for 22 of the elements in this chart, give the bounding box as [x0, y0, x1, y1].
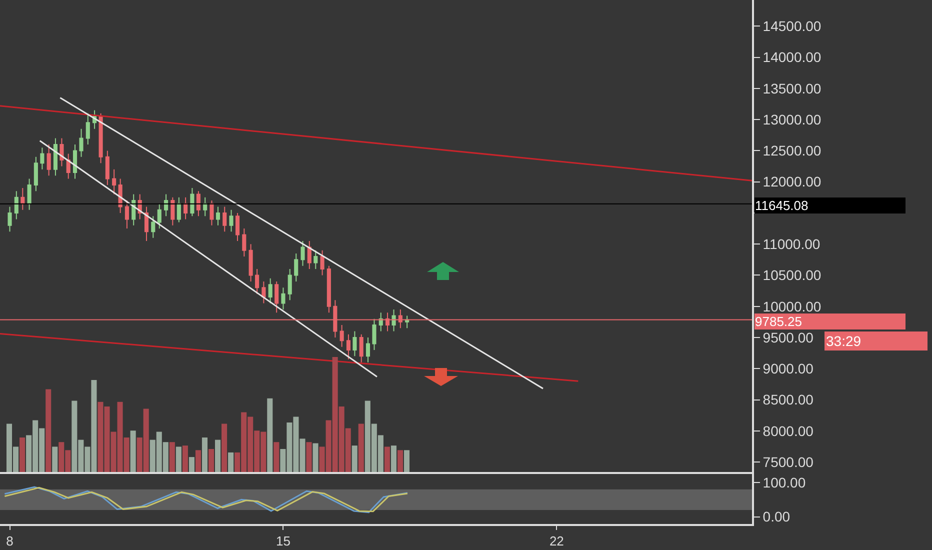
y-tick-label: 8000.00 [762, 422, 814, 439]
ref-line-label: 9785.25 [755, 314, 802, 329]
y-tick-label: 7500.00 [762, 454, 814, 470]
y-tick-label: 13500.00 [762, 80, 822, 96]
y-tick-label: 9000.00 [762, 360, 814, 377]
y-tick-label: 14500.00 [762, 18, 822, 34]
y-tick-label: 10000.00 [762, 298, 822, 314]
y-tick-label: 0.00 [762, 508, 790, 525]
y-tick-label: 10500.00 [762, 267, 822, 284]
x-tick-label: 8 [6, 534, 14, 549]
y-tick-label: 100.00 [762, 474, 806, 490]
y-tick-label: 14000.00 [762, 49, 822, 66]
y-tick-label: 11000.00 [762, 236, 820, 252]
y-tick-label: 12500.00 [762, 142, 822, 159]
text: 33:29 [826, 333, 862, 349]
y-tick-label: 13000.00 [762, 111, 822, 128]
y-tick-label: 12000.00 [762, 174, 822, 190]
y-tick-label: 8500.00 [762, 392, 814, 408]
y-tick-label: 9500.00 [762, 329, 814, 346]
ref-line-label: 11645.08 [755, 198, 808, 213]
x-tick-label: 22 [549, 534, 564, 549]
x-tick-label: 15 [276, 534, 290, 549]
